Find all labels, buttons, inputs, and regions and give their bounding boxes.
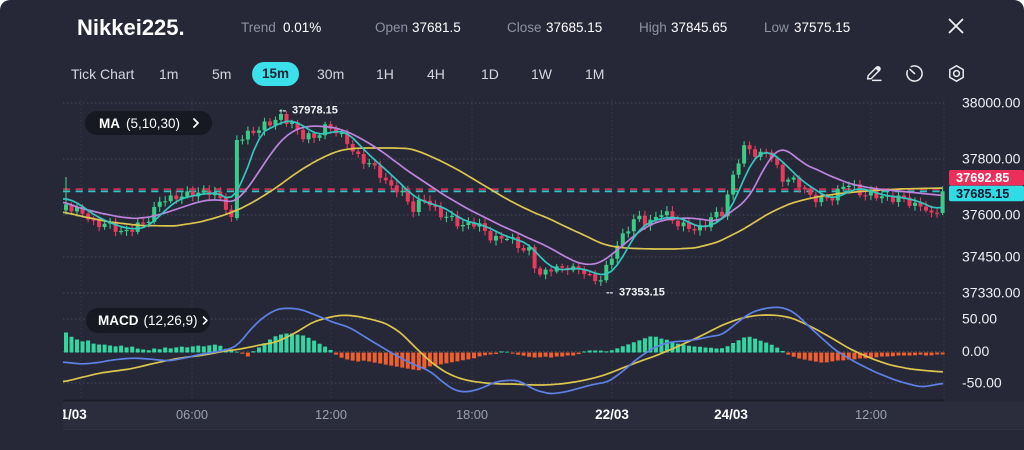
svg-text:18:00: 18:00: [456, 407, 488, 422]
svg-text:37978.15: 37978.15: [292, 105, 338, 117]
svg-text:12:00: 12:00: [315, 407, 347, 422]
svg-text:37600.00: 37600.00: [962, 207, 1021, 223]
svg-text:--: --: [279, 105, 287, 117]
svg-text:0.00: 0.00: [962, 343, 989, 359]
svg-text:22/03: 22/03: [595, 407, 629, 422]
svg-text:--: --: [606, 287, 614, 299]
svg-text:24/03: 24/03: [714, 407, 748, 422]
svg-text:50.00: 50.00: [962, 311, 997, 327]
svg-text:37330.00: 37330.00: [962, 285, 1021, 301]
svg-text:38000.00: 38000.00: [962, 95, 1021, 111]
svg-text:1/03: 1/03: [61, 407, 88, 422]
svg-text:12:00: 12:00: [855, 407, 887, 422]
svg-text:37450.00: 37450.00: [962, 249, 1021, 265]
svg-text:37692.85: 37692.85: [956, 170, 1009, 185]
svg-text:-50.00: -50.00: [962, 375, 1002, 391]
svg-text:06:00: 06:00: [176, 407, 208, 422]
svg-text:37353.15: 37353.15: [619, 287, 665, 299]
svg-text:37685.15: 37685.15: [956, 186, 1009, 201]
svg-text:37800.00: 37800.00: [962, 151, 1021, 167]
